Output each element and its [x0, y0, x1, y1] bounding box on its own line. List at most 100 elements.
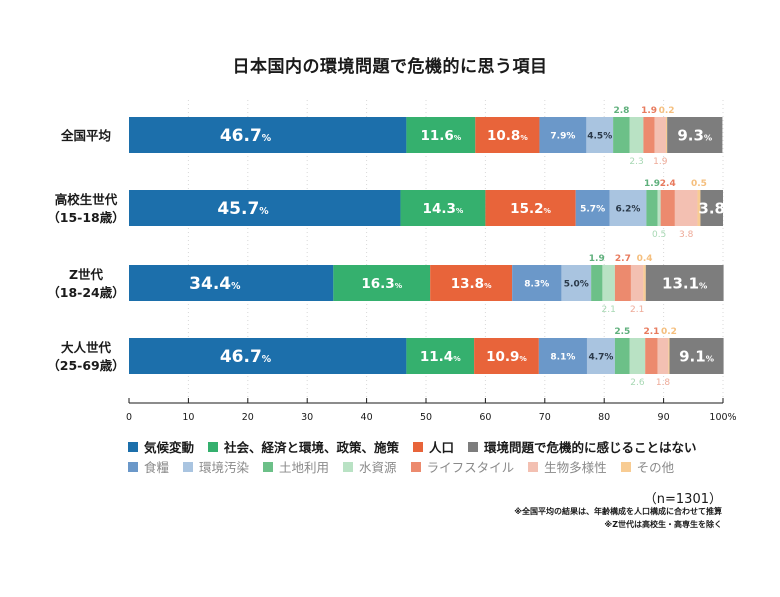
- data-label: 2.8: [613, 106, 629, 116]
- bar-segment: [591, 265, 603, 301]
- bar-segment: [333, 265, 431, 301]
- bar-segment: [561, 265, 592, 301]
- data-label: 46.7%: [220, 347, 272, 367]
- bar-segment: [475, 117, 540, 153]
- legend-label: 環境問題で危機的に感じることはない: [484, 440, 697, 455]
- bar-segment: [430, 265, 513, 301]
- data-label: 7.9%: [550, 132, 575, 142]
- legend-item: 食糧: [128, 457, 169, 476]
- bar-segment: [657, 190, 661, 226]
- footnote-z-generation: ※Z世代は高校生・高専生を除く: [604, 520, 722, 529]
- data-label: 9.3%: [677, 126, 712, 144]
- legend-label: その他: [636, 460, 675, 475]
- legend-item: 土地利用: [263, 457, 329, 476]
- legend-label: 土地利用: [279, 460, 330, 475]
- legend-item: 気候変動: [128, 437, 194, 456]
- bar-segment: [697, 190, 701, 226]
- data-label: 1.8: [656, 378, 671, 388]
- data-label: 8.1%: [550, 353, 575, 363]
- bar-segment: [485, 190, 576, 226]
- data-label: 3.8: [698, 199, 725, 217]
- x-tick-label: 100%: [709, 412, 736, 423]
- data-label: 1.9: [589, 254, 605, 264]
- data-label: 1.9: [644, 179, 660, 189]
- bar-segment: [539, 117, 587, 153]
- x-tick-label: 70: [539, 412, 551, 423]
- legend-item: 生物多様性: [528, 457, 607, 476]
- data-label: 13.8%: [451, 276, 492, 292]
- category-sublabel: （18-24歳）: [47, 285, 124, 300]
- data-label: 11.4%: [420, 349, 461, 365]
- sample-size: （n=1301）: [643, 492, 722, 507]
- legend-swatch: [263, 461, 274, 472]
- bar-segment: [602, 265, 615, 301]
- legend-label: 環境汚染: [199, 460, 250, 475]
- bar-segment: [657, 338, 669, 374]
- data-label: 1.9: [653, 157, 668, 167]
- data-label: 45.7%: [217, 199, 269, 219]
- bar-segment: [660, 190, 675, 226]
- footnote-weighting: ※全国平均の結果は、年齢構成を人口構成に合わせて推算: [514, 507, 722, 516]
- data-label: 14.3%: [423, 201, 464, 217]
- legend-swatch: [410, 461, 421, 472]
- legend-item: 水資源: [343, 457, 397, 476]
- legend-label: 人口: [429, 440, 455, 455]
- bar-segment: [406, 117, 476, 153]
- legend-swatch: [528, 461, 539, 472]
- bar-segment: [474, 338, 539, 374]
- x-tick-label: 0: [126, 412, 132, 423]
- bar-segment: [629, 338, 646, 374]
- legend-swatch: [183, 461, 194, 472]
- legend-swatch: [128, 461, 138, 472]
- data-label: 5.0%: [564, 280, 589, 290]
- data-label: 0.5: [691, 179, 707, 189]
- legend-swatch: [468, 441, 479, 452]
- data-label: 13.1%: [662, 274, 707, 292]
- bar-segment: [406, 338, 475, 374]
- legend-item: 社会、経済と環境、政策、施策: [208, 437, 399, 456]
- category-sublabel: （15-18歳）: [47, 210, 124, 225]
- data-label: 0.2: [661, 327, 677, 337]
- bar-segment: [538, 338, 587, 374]
- bar-segment: [643, 265, 646, 301]
- bar-segment: [646, 190, 658, 226]
- category-label: Z世代: [69, 267, 104, 282]
- data-label: 46.7%: [220, 126, 272, 146]
- bar-segment: [129, 190, 401, 226]
- legend-swatch: [128, 441, 138, 452]
- bar-segment: [400, 190, 486, 226]
- x-tick-label: 20: [242, 412, 254, 423]
- legend-label: 食糧: [144, 460, 170, 475]
- legend-item: ライフスタイル: [410, 457, 514, 476]
- chart-title: 日本国内の環境問題で危機的に思う項目: [232, 57, 548, 77]
- x-tick-label: 90: [658, 412, 670, 423]
- data-label: 2.6: [630, 378, 645, 388]
- bar-segment: [586, 117, 614, 153]
- category-sublabel: （25-69歳）: [47, 358, 124, 373]
- bar-segment: [575, 190, 610, 226]
- bar-segment: [586, 338, 615, 374]
- data-label: 9.1%: [679, 347, 714, 365]
- bar-segment: [674, 190, 698, 226]
- data-label: 2.1: [643, 327, 659, 337]
- bar-segment: [629, 117, 644, 153]
- category-label: 大人世代: [61, 340, 112, 355]
- bar-segment: [512, 265, 562, 301]
- x-tick-label: 60: [479, 412, 491, 423]
- data-label: 8.3%: [524, 280, 549, 290]
- legend-swatch: [208, 441, 219, 452]
- legend-primary: 気候変動 社会、経済と環境、政策、施策 人口 環境問題で危機的に感じることはない: [128, 437, 711, 456]
- bar-segment: [129, 338, 407, 374]
- bar-segment: [700, 190, 723, 226]
- bar-segment: [654, 117, 666, 153]
- data-label: 34.4%: [189, 274, 241, 294]
- data-label: 11.6%: [420, 128, 461, 144]
- data-label: 1.9: [641, 106, 657, 116]
- data-label: 10.9%: [486, 349, 527, 365]
- data-label: 0.4: [637, 254, 653, 264]
- legend-swatch: [620, 461, 631, 472]
- bar-segment: [645, 338, 658, 374]
- legend-item: 人口: [413, 437, 454, 456]
- data-label: 15.2%: [510, 201, 551, 217]
- data-label: 0.5: [652, 230, 666, 240]
